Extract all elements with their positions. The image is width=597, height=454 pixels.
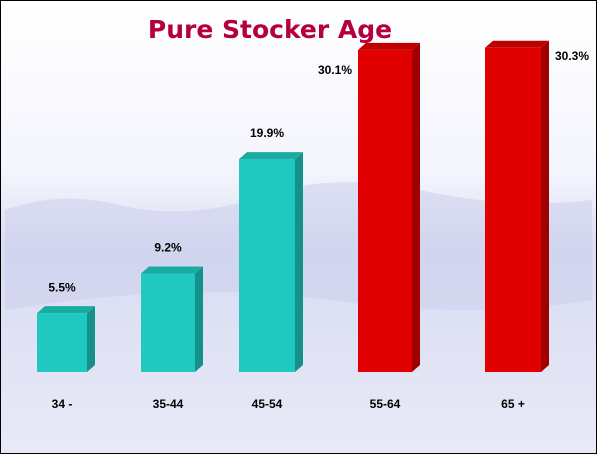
bar-side <box>295 152 303 372</box>
x-tick-label: 65 + <box>501 397 525 411</box>
bar-side <box>412 43 420 372</box>
bar <box>239 159 295 372</box>
value-label: 5.5% <box>48 280 76 294</box>
bar-side <box>195 267 203 372</box>
chart-title: Pure Stocker Age <box>148 15 392 44</box>
bar <box>37 313 87 372</box>
bar <box>485 48 541 372</box>
chart: Pure Stocker Age 5.5% 34 - 9.2% 35-44 19.9% 4… <box>0 0 597 454</box>
bar-top <box>239 152 303 159</box>
bar-side <box>87 306 95 372</box>
bar <box>358 50 412 372</box>
value-label: 30.1% <box>318 63 352 77</box>
bar-top <box>358 43 420 50</box>
bar <box>141 274 195 372</box>
bar-top <box>141 267 203 274</box>
value-label: 30.3% <box>555 49 589 63</box>
x-tick-label: 45-54 <box>252 397 283 411</box>
x-tick-label: 34 - <box>52 397 73 411</box>
bar-side <box>541 41 549 372</box>
value-label: 9.2% <box>154 241 182 255</box>
bar-top <box>485 41 549 48</box>
x-tick-label: 55-64 <box>370 397 401 411</box>
x-tick-label: 35-44 <box>153 397 184 411</box>
value-label: 19.9% <box>250 126 284 140</box>
bar-top <box>37 306 95 313</box>
